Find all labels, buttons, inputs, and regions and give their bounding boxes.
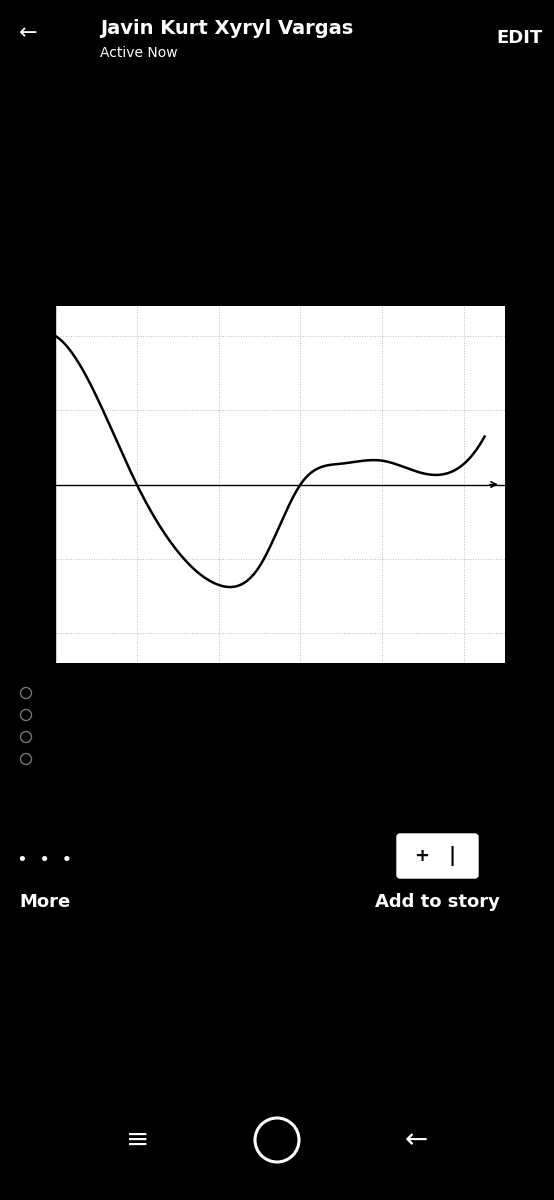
Text: 5: 5 (460, 709, 468, 722)
Text: Active Now: Active Now (100, 46, 178, 60)
Text: 1: 1 (20, 403, 28, 416)
Text: 1: 1 (133, 709, 141, 722)
Text: 2: 2 (20, 329, 28, 342)
Text: Add to story: Add to story (375, 893, 500, 911)
Text: 3: 3 (296, 709, 304, 722)
Text: ←: ← (19, 23, 37, 43)
Text: Graph of $f'(x)$, NOT $f(x)$: Graph of $f'(x)$, NOT $f(x)$ (170, 278, 384, 301)
Text: 4: 4 (378, 709, 386, 722)
Text: More: More (19, 893, 70, 911)
Text: +: + (414, 847, 429, 865)
Text: x = 1: x = 1 (38, 688, 68, 698)
Text: ≡: ≡ (126, 1126, 150, 1154)
Text: At which value of x does the local maximum occur?: At which value of x does the local maxim… (14, 674, 302, 685)
Text: Consider a function $f(x)$ whose derivative $f'(x)$ is continuous as shown below: Consider a function $f(x)$ whose derivat… (14, 282, 414, 295)
Text: x: x (505, 468, 513, 482)
Text: x = 3: x = 3 (38, 754, 68, 764)
Text: •  •  •: • • • (17, 851, 73, 869)
Text: local maximum does not exist: local maximum does not exist (38, 710, 206, 720)
FancyBboxPatch shape (397, 834, 478, 878)
Text: -2: -2 (16, 626, 28, 640)
Text: Javin Kurt Xyryl Vargas: Javin Kurt Xyryl Vargas (100, 18, 353, 37)
Text: x = 5: x = 5 (38, 732, 68, 742)
Text: -1: -1 (16, 552, 28, 565)
Text: EDIT: EDIT (497, 29, 543, 47)
Text: |: | (448, 846, 455, 866)
Text: 2: 2 (215, 709, 223, 722)
Text: ←: ← (404, 1126, 428, 1154)
